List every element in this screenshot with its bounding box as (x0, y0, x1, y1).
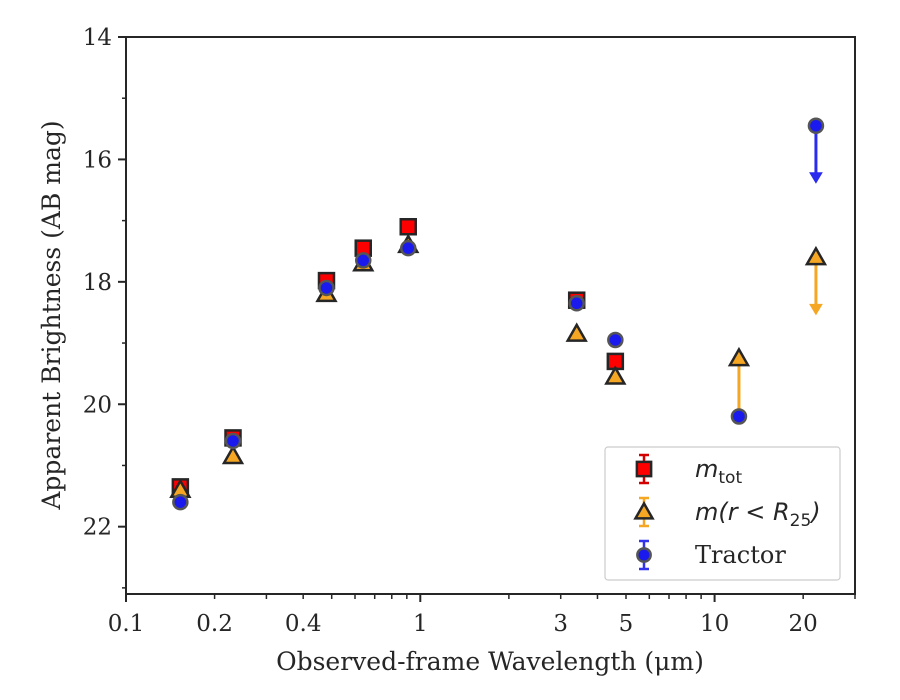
data-point-mr25 (221, 444, 245, 465)
upper-limit-arrow (809, 125, 823, 184)
x-tick-label: 0.1 (108, 611, 145, 637)
y-tick-label: 14 (83, 25, 112, 51)
data-point-mr25 (565, 322, 588, 342)
y-tick-label: 20 (83, 392, 112, 418)
data-point-mr25 (804, 245, 828, 266)
data-point-tractor (399, 239, 417, 257)
legend-label: m(r < R25) (695, 498, 821, 531)
legend-marker (633, 500, 655, 520)
data-point-tractor (607, 331, 624, 349)
legend-entry: mtot (635, 453, 742, 488)
data-point-tractor (807, 117, 825, 135)
data-point-mr25 (604, 365, 627, 385)
y-tick-label: 16 (83, 147, 112, 173)
y-tick-label: 22 (83, 515, 112, 541)
axes-layer: 14 16 18 20 22 0.1 0.2 0.4 1 3 5 10 20 (83, 25, 856, 637)
upper-limit-head (809, 172, 823, 184)
data-point-mtot (399, 217, 417, 236)
data-point-tractor (224, 432, 242, 450)
upper-limit-arrow (809, 257, 823, 316)
legend-entry: m(r < R25) (633, 496, 821, 531)
x-tick-label: 1 (413, 611, 428, 637)
data-point-mr25 (727, 346, 751, 367)
data-point-tractor (318, 279, 335, 297)
legend-label: Tractor (695, 541, 786, 569)
legend-entry: Tractor (636, 539, 786, 571)
x-tick-label: 0.4 (285, 611, 322, 637)
plot-layer (169, 117, 828, 511)
data-point-tractor (355, 252, 372, 269)
x-tick-label: 10 (700, 611, 729, 637)
plot-frame (125, 36, 856, 595)
data-point-tractor (730, 408, 748, 425)
x-tick-label: 5 (619, 611, 634, 637)
data-point-tractor (568, 295, 585, 312)
legend-box (604, 446, 841, 581)
legend-marker (635, 460, 653, 478)
legend: mtot m(r < R25) Tractor (604, 446, 841, 581)
x-tick-label: 20 (789, 611, 818, 637)
x-axis-label: Observed-frame Wavelength (μm) (276, 647, 704, 676)
data-point-tractor (172, 493, 189, 511)
upper-limit-head (809, 303, 823, 316)
y-tick-label: 18 (83, 270, 112, 296)
y-axis-label: Apparent Brightness (AB mag) (37, 120, 66, 510)
legend-label: mtot (695, 455, 742, 488)
x-tick-label: 3 (553, 611, 568, 637)
legend-marker (636, 547, 652, 563)
x-tick-label: 0.2 (196, 611, 233, 637)
